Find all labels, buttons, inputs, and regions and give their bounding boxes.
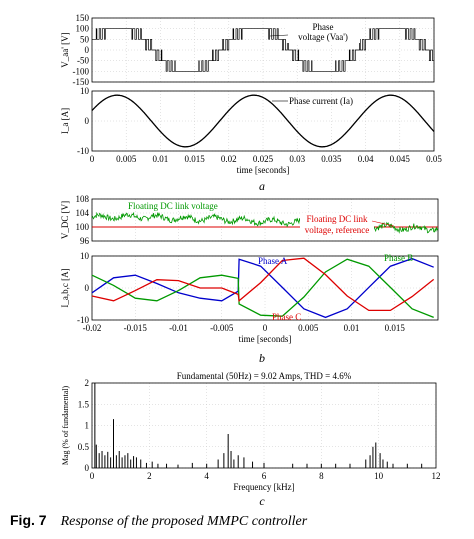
x-tick-label: 10 (374, 471, 384, 481)
plot-frame (91, 17, 435, 83)
figure-caption: Fig. 7 Response of the proposed MMPC con… (10, 512, 307, 530)
series-line-phase-current (91, 94, 435, 148)
x-tick-label: 0.02 (221, 154, 237, 164)
annotation-dc-reference: Floating DC link (306, 214, 368, 224)
y-tick-label: 50 (80, 34, 90, 44)
figure-caption-number: Fig. 7 (10, 512, 47, 528)
x-tick-label: 0.005 (116, 154, 137, 164)
annotation-arrow (269, 34, 289, 37)
x-axis-label: Frequency [kHz] (233, 482, 294, 492)
annotation-phase-b: Phase B (384, 253, 413, 263)
y-tick-label: 0 (85, 116, 90, 126)
x-tick-label: 0.05 (426, 154, 442, 164)
annotation-phase-a: Phase A (258, 256, 288, 266)
y-tick-label: 96 (80, 236, 90, 246)
x-tick-label: 0.045 (390, 154, 411, 164)
y-axis-label: V_aa' [V] (60, 32, 70, 67)
figure-caption-text: Response of the proposed MMPC controller (60, 514, 308, 529)
x-axis-label: time [seconds] (237, 165, 290, 175)
series-line-dc-voltage (91, 211, 439, 234)
panel-a-bottom: 100-100 0.005 0.01 0.015 0.02 0.025 0.03 0.035 0… (60, 86, 442, 175)
x-tick-label: 0.025 (253, 154, 274, 164)
y-tick-label: 10 (80, 86, 90, 96)
y-tick-label: 100 (76, 222, 90, 232)
y-tick-label: -100 (73, 66, 90, 76)
x-tick-label: 0.015 (385, 323, 406, 333)
y-tick-label: 108 (76, 194, 90, 204)
caption-spacer (50, 514, 57, 529)
x-tick-label: 0 (263, 323, 268, 333)
y-tick-label: 1 (85, 421, 90, 431)
x-tick-label: 0.04 (358, 154, 374, 164)
chart-title: Fundamental (50Hz) = 9.02 Amps, THD = 4.… (177, 371, 352, 381)
panel-b-bottom: 10 0 -10-0.02 -0.015 -0.01 -0.005 0 0.005 0.01 0.… (60, 251, 439, 344)
annotation-bg (300, 213, 374, 235)
y-tick-label: 100 (76, 24, 90, 34)
x-tick-label: -0.01 (169, 323, 188, 333)
x-tick-label: 12 (432, 471, 441, 481)
y-axis-label: I_a [A] (60, 108, 70, 134)
plot-frame (91, 90, 435, 152)
x-tick-label: 0.01 (344, 323, 360, 333)
x-axis-label: time [seconds] (239, 334, 292, 344)
y-tick-label: 2 (85, 378, 90, 388)
annotation-dc-voltage: Floating DC link voltage (128, 201, 218, 211)
x-tick-label: 0.03 (289, 154, 305, 164)
y-axis-label: Mag (% of fundamental) (61, 386, 70, 466)
y-tick-label: 104 (76, 208, 90, 218)
annotation-phase-voltage-2: voltage (Vaa') (298, 32, 348, 42)
x-tick-label: 0.005 (298, 323, 319, 333)
y-tick-label: -50 (77, 56, 89, 66)
subfigure-label-c: c (259, 494, 265, 508)
x-tick-label: 0.015 (184, 154, 205, 164)
y-tick-label: 1.5 (78, 399, 90, 409)
x-tick-label: 6 (262, 471, 267, 481)
plot-frame (91, 255, 439, 321)
annotation-phase-voltage: Phase (313, 22, 334, 32)
annotation-arrow (371, 220, 395, 227)
y-tick-label: -10 (77, 146, 89, 156)
x-tick-label: -0.015 (124, 323, 148, 333)
x-tick-label: 0.01 (153, 154, 169, 164)
annotation-bg (126, 200, 240, 211)
y-tick-label: -10 (77, 315, 89, 325)
x-tick-label: -0.005 (210, 323, 234, 333)
subfigure-label-b: b (259, 351, 265, 365)
x-tick-label: 4 (204, 471, 209, 481)
subfigure-label-a: a (259, 179, 265, 193)
y-tick-label: 10 (80, 251, 90, 261)
y-tick-label: 0 (85, 283, 90, 293)
x-tick-label: -0.02 (83, 323, 102, 333)
y-tick-label: 150 (76, 13, 90, 23)
series-line-phase-c (91, 257, 435, 312)
x-tick-label: 2 (147, 471, 152, 481)
plot-frame (91, 198, 439, 242)
y-tick-label: 0 (85, 45, 90, 55)
annotation-phase-current: Phase current (Ia) (289, 96, 353, 106)
y-tick-label: 0.5 (78, 442, 90, 452)
panel-c: 2 1.5 1 0.5 00 2 4 6 8 10 12 Mag (% of fundamental)… (61, 371, 441, 492)
annotation-phase-c: Phase C (272, 312, 301, 322)
x-tick-label: 8 (319, 471, 324, 481)
series-line-phase-voltage (92, 28, 434, 72)
x-tick-label: 0 (90, 154, 95, 164)
y-axis-label: V_DC [V] (60, 201, 70, 239)
annotation-bg (286, 21, 360, 43)
y-axis-label: I_a,b,c [A] (60, 268, 70, 307)
x-tick-label: 0.035 (321, 154, 342, 164)
annotation-dc-reference-2: voltage, reference (305, 225, 369, 235)
x-tick-label: 0 (90, 471, 95, 481)
y-tick-label: 0 (85, 463, 90, 473)
series-line-phase-b (91, 258, 434, 319)
panel-b-top: 108 104 100 96 V_DC [V] Floating DC link volt… (60, 194, 439, 246)
y-tick-label: -150 (73, 77, 90, 87)
